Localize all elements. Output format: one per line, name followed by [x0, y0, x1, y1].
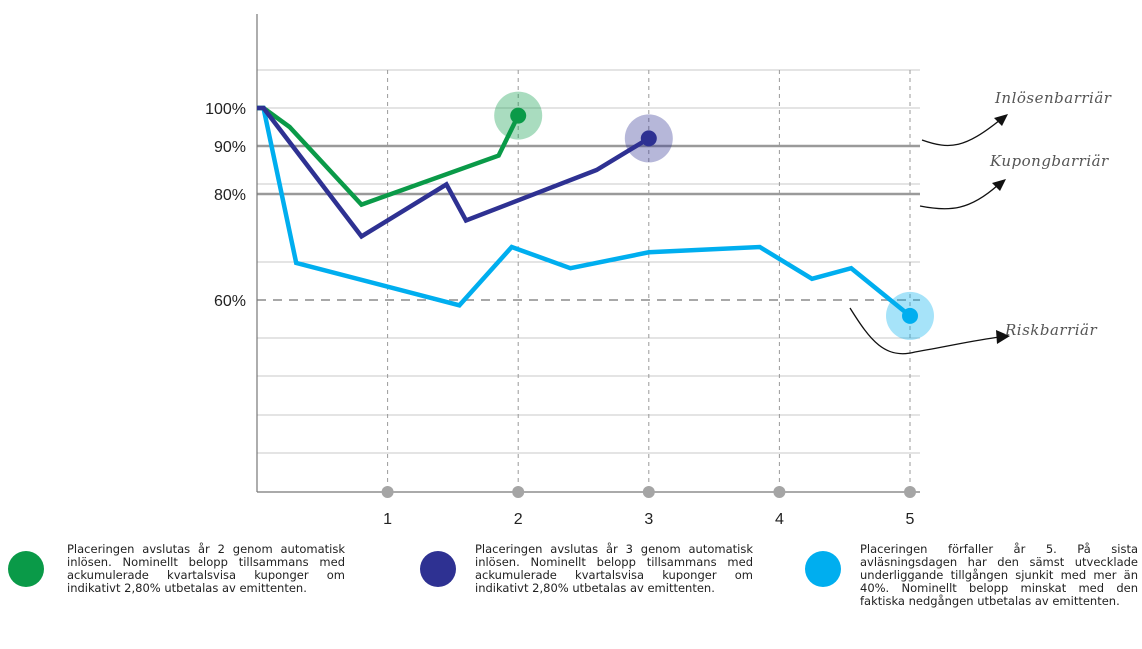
- annotation-risk: Riskbarriär: [849, 307, 1098, 355]
- x-tick-label: 1: [383, 511, 392, 528]
- light-blue-series-line: [257, 105, 912, 318]
- y-tick-label: 60%: [214, 293, 246, 310]
- arrow-inlosen-icon: [921, 119, 1001, 147]
- label-inlosenbarriar: Inlösenbarriär: [994, 89, 1112, 107]
- arrow-kupong-icon: [919, 184, 999, 210]
- x-tick-dot: [773, 486, 786, 498]
- light-blue-end-marker: [902, 307, 918, 324]
- y-tick-label: 100%: [205, 101, 246, 118]
- series-end-markers: [494, 91, 934, 340]
- barrier-lines: [257, 144, 920, 301]
- navy-series-line: [257, 105, 650, 240]
- green-end-marker: [510, 107, 527, 124]
- annotation-kupong: Kupongbarriär: [919, 152, 1109, 210]
- y-tick-labels: 100% 90% 80% 60%: [205, 101, 246, 310]
- light-blue-dot-icon: [805, 551, 841, 587]
- green-dot-icon: [8, 551, 44, 587]
- x-tick-label: 5: [906, 511, 915, 528]
- x-tick-label: 2: [514, 511, 523, 528]
- chart: 100% 90% 80% 60% 1 2 3 4 5 Inlösenbarriär Kupon…: [205, 14, 1112, 528]
- navy-dot-icon: [420, 551, 456, 587]
- legend-text-navy: Placeringen avslutas år 3 genom automati…: [475, 542, 753, 595]
- label-kupongbarriar: Kupongbarriär: [989, 152, 1109, 170]
- arrow-risk-icon: [849, 307, 1001, 355]
- x-tick-labels: 1 2 3 4 5: [381, 486, 916, 528]
- arrowhead-kupong-icon: [992, 179, 1006, 191]
- legend-text-green: Placeringen avslutas år 2 genom automati…: [67, 542, 345, 595]
- x-tick-label: 4: [775, 511, 784, 528]
- legend-text-blue: Placeringen förfaller år 5. På sista avl…: [860, 542, 1138, 608]
- x-tick-dot: [642, 486, 655, 498]
- y-tick-label: 80%: [214, 187, 246, 204]
- label-riskbarriar: Riskbarriär: [1004, 321, 1098, 339]
- x-tick-dot: [381, 486, 394, 498]
- x-tick-dot: [904, 486, 916, 498]
- x-tick-label: 3: [644, 511, 653, 528]
- arrowhead-inlosen-icon: [994, 114, 1008, 126]
- navy-end-marker: [640, 130, 657, 147]
- y-tick-label: 90%: [214, 139, 246, 156]
- axes: [256, 14, 920, 493]
- grid: [257, 69, 920, 492]
- arrowhead-risk-icon: [996, 330, 1010, 344]
- x-tick-dot: [512, 486, 525, 498]
- annotation-inlosen: Inlösenbarriär: [921, 89, 1112, 147]
- series-lines: [257, 105, 912, 318]
